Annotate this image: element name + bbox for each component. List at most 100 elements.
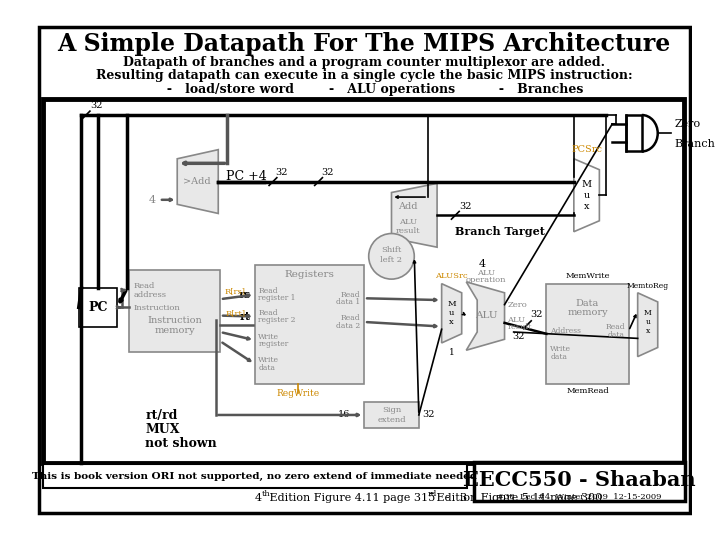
Text: Read: Read [341, 314, 361, 322]
Text: 4: 4 [479, 259, 486, 268]
Text: result: result [508, 323, 532, 332]
Text: u: u [583, 191, 590, 200]
Text: data 1: data 1 [336, 298, 361, 306]
Bar [474, 462, 685, 501]
Text: EECC550 - Shaaban: EECC550 - Shaaban [463, 470, 696, 490]
Text: rd: rd [428, 490, 437, 498]
Text: ALU: ALU [508, 316, 526, 324]
Text: memory: memory [567, 308, 608, 318]
Bar [626, 115, 642, 151]
Text: Zero: Zero [674, 119, 701, 129]
Text: ALU: ALU [477, 269, 495, 276]
Text: 32: 32 [276, 168, 288, 177]
Text: Instruction: Instruction [147, 316, 202, 325]
Text: memory: memory [154, 326, 195, 335]
Text: 4: 4 [255, 493, 262, 503]
Text: address: address [133, 291, 166, 299]
Text: ALUSrc: ALUSrc [436, 272, 468, 280]
Text: PC: PC [88, 301, 108, 314]
Text: MUX: MUX [145, 423, 180, 436]
Text: extend: extend [377, 416, 406, 423]
Bar [546, 284, 629, 384]
Text: A Simple Datapath For The MIPS Architecture: A Simple Datapath For The MIPS Architect… [58, 32, 671, 56]
Text: not shown: not shown [145, 437, 217, 450]
Text: Read: Read [258, 309, 278, 317]
Bar [364, 402, 419, 428]
Text: PCSrc: PCSrc [571, 145, 602, 154]
Text: 4: 4 [148, 195, 156, 205]
Text: Data: Data [576, 299, 599, 308]
Text: Shift: Shift [382, 246, 402, 254]
Text: rs: rs [239, 289, 251, 300]
Polygon shape [467, 282, 505, 350]
Text: register 2: register 2 [258, 316, 296, 324]
Text: Datapath of branches and a program counter multiplexor are added.: Datapath of branches and a program count… [123, 56, 605, 69]
Text: >Add: >Add [184, 177, 211, 186]
Text: 1: 1 [449, 348, 454, 356]
Text: operation: operation [466, 276, 507, 284]
Text: Read: Read [258, 287, 278, 295]
Text: RegWrite: RegWrite [277, 389, 320, 397]
Text: Add: Add [398, 201, 418, 211]
Bar [43, 464, 467, 488]
Text: u: u [449, 309, 454, 317]
Text: R[rs]: R[rs] [225, 287, 246, 295]
Polygon shape [441, 284, 462, 343]
Text: Instruction: Instruction [133, 305, 180, 312]
Text: 16: 16 [338, 410, 351, 420]
Text: Sign: Sign [382, 407, 401, 414]
Text: x: x [584, 201, 590, 211]
Text: Read: Read [341, 291, 361, 299]
Text: M: M [447, 300, 456, 308]
Bar [43, 99, 684, 463]
Text: MemRead: MemRead [566, 387, 609, 395]
Text: data: data [608, 330, 625, 339]
Text: rt/rd: rt/rd [145, 409, 178, 422]
Text: th: th [262, 490, 271, 498]
Text: result: result [395, 227, 420, 235]
Text: data: data [258, 363, 275, 372]
Text: Edition Figure 5.11 page 300: Edition Figure 5.11 page 300 [433, 493, 603, 503]
Text: 32: 32 [512, 332, 524, 341]
Text: #38  Lec #4  Winter 2009  12-15-2009: #38 Lec #4 Winter 2009 12-15-2009 [497, 493, 662, 501]
Text: 32: 32 [423, 410, 435, 420]
Text: M: M [644, 309, 652, 317]
Text: Write: Write [258, 356, 279, 365]
Text: Registers: Registers [284, 270, 334, 279]
Text: Write: Write [550, 345, 571, 353]
Text: register 1: register 1 [258, 294, 296, 302]
Text: 32: 32 [321, 168, 334, 177]
Text: data 2: data 2 [336, 322, 361, 329]
Text: ALU: ALU [399, 218, 417, 226]
Text: Read: Read [606, 323, 625, 332]
Text: PC +4: PC +4 [225, 171, 266, 184]
Text: Resulting datapath can execute in a single cycle the basic MIPS instruction:: Resulting datapath can execute in a sing… [96, 69, 632, 82]
Text: 32: 32 [91, 102, 103, 111]
Polygon shape [638, 293, 658, 356]
Text: left 2: left 2 [380, 256, 402, 264]
Bar [129, 270, 220, 352]
Text: R[rt]: R[rt] [225, 309, 246, 317]
Text: rt: rt [240, 311, 251, 322]
Text: -   load/store word        -   ALU operations          -   Branches: - load/store word - ALU operations - Bra… [145, 83, 583, 96]
Text: x: x [449, 318, 454, 326]
Circle shape [369, 233, 414, 279]
Text: 32: 32 [530, 310, 543, 319]
Text: MemtoReg: MemtoReg [626, 281, 669, 289]
Text: x: x [646, 327, 650, 335]
Text: register: register [258, 340, 289, 348]
Text: Edition Figure 4.11 page 315   -   3: Edition Figure 4.11 page 315 - 3 [266, 493, 467, 503]
Bar [255, 266, 364, 384]
Text: MemWrite: MemWrite [565, 272, 610, 280]
Polygon shape [574, 159, 599, 232]
Text: Read: Read [133, 282, 155, 291]
Text: 32: 32 [459, 202, 472, 211]
Text: Zero: Zero [508, 301, 527, 309]
Text: u: u [645, 318, 650, 326]
Text: This is book version ORI not supported, no zero extend of immediate needed: This is book version ORI not supported, … [32, 471, 477, 481]
Bar [78, 288, 117, 327]
Text: M: M [582, 180, 592, 189]
Text: ALU: ALU [475, 311, 498, 320]
Text: data: data [550, 353, 567, 361]
Text: Address: Address [550, 327, 581, 335]
